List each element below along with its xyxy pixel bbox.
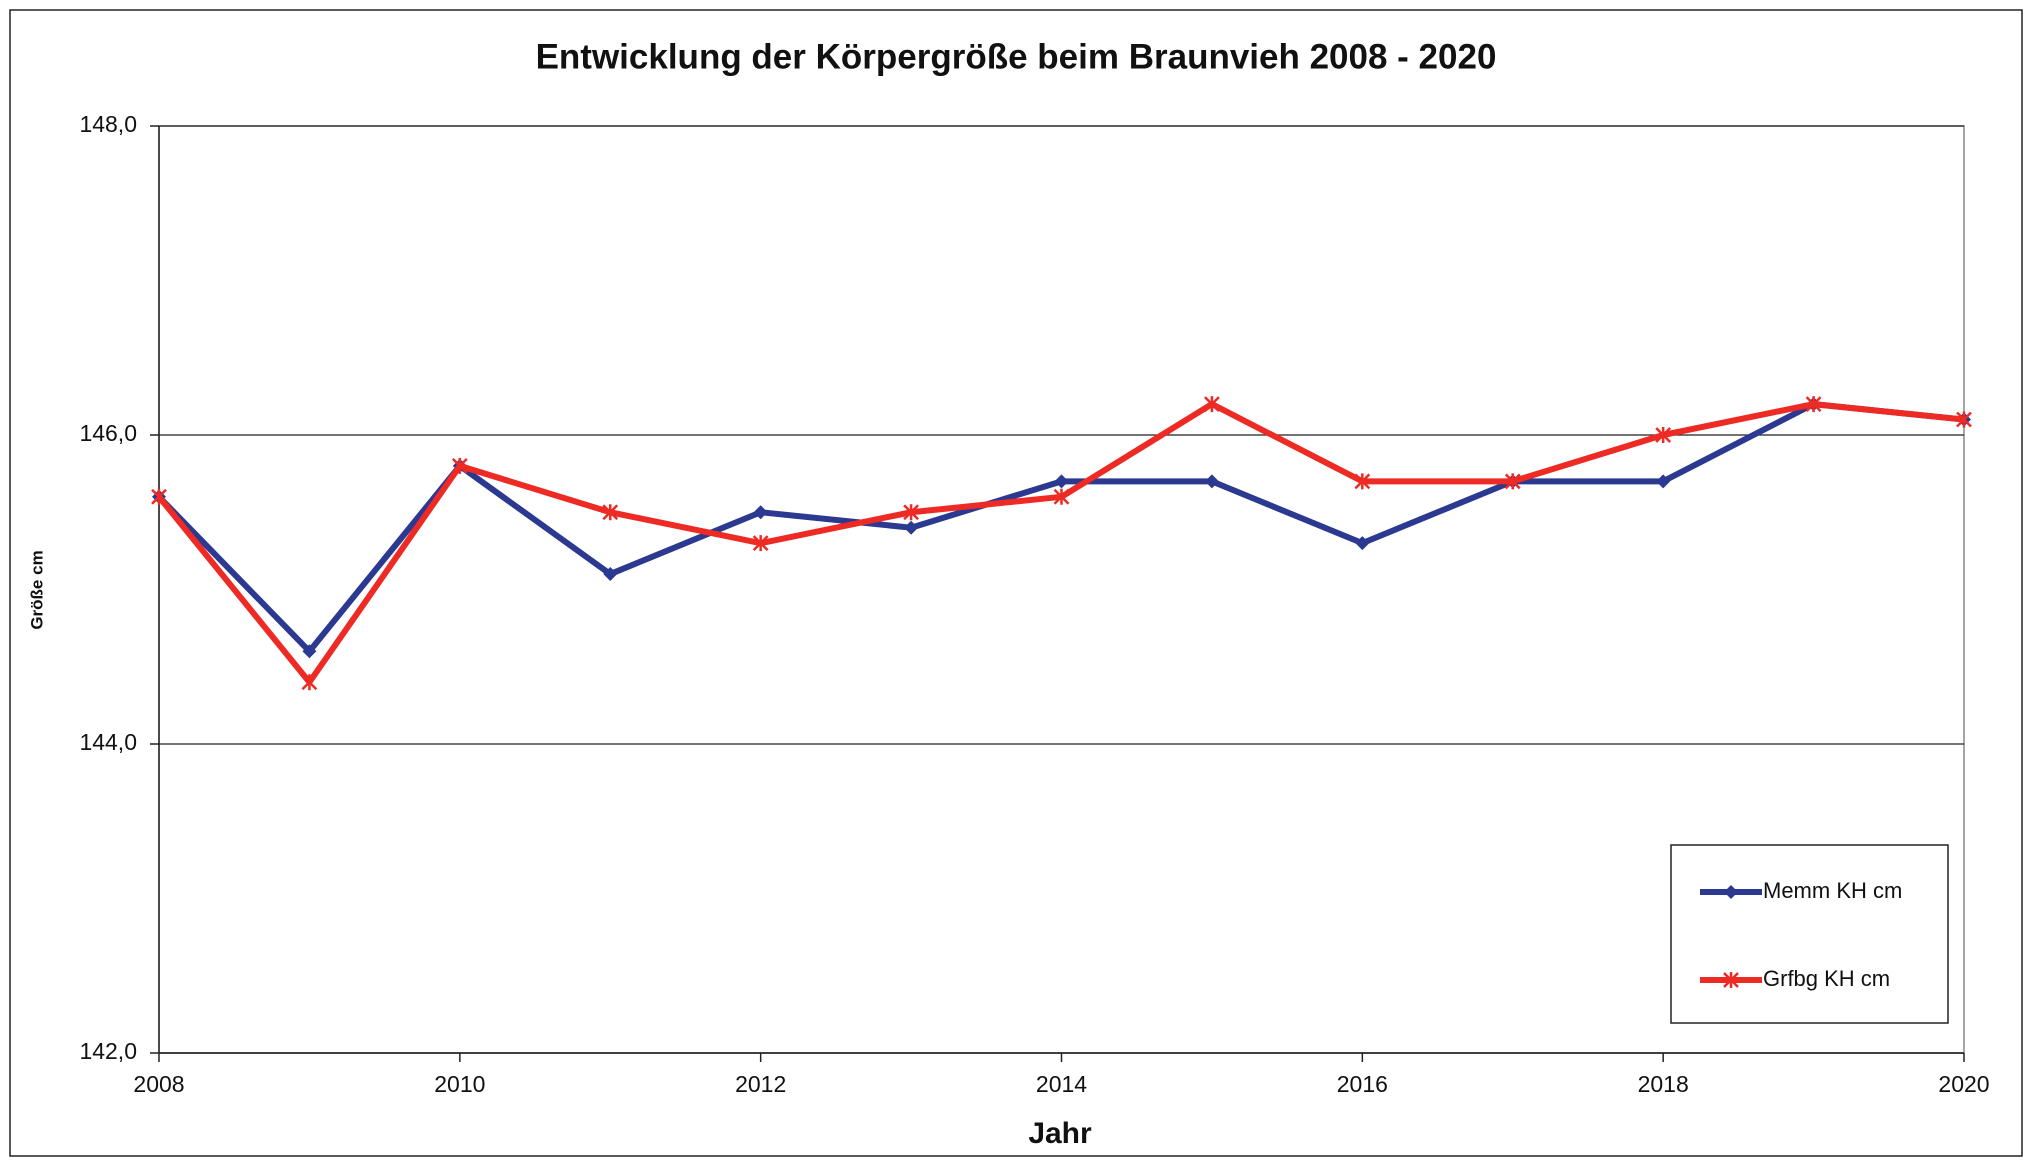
legend: Memm KH cm Grfbg KH cm <box>1670 844 1949 1024</box>
x-tick-label: 2010 <box>434 1071 485 1097</box>
marker <box>1805 396 1822 413</box>
marker <box>302 644 317 659</box>
x-tick-label: 2014 <box>1036 1071 1087 1097</box>
y-tick-label: 146,0 <box>79 420 137 446</box>
x-tick-label: 2008 <box>133 1071 184 1097</box>
marker <box>1956 411 1972 428</box>
marker <box>1054 474 1069 489</box>
y-tick-label: 148,0 <box>79 111 137 137</box>
x-tick-label: 2016 <box>1337 1071 1388 1097</box>
x-tick-label: 2012 <box>735 1071 786 1097</box>
marker <box>301 674 318 691</box>
marker <box>1204 474 1219 489</box>
marker <box>753 505 768 520</box>
marker <box>1204 396 1220 413</box>
x-tick-label: 2020 <box>1938 1071 1989 1097</box>
marker <box>1504 473 1521 490</box>
marker <box>903 504 919 521</box>
y-axis-label: Größe cm <box>27 550 46 629</box>
marker <box>1355 536 1370 551</box>
marker <box>752 535 769 552</box>
x-tick-label: 2018 <box>1638 1071 1689 1097</box>
marker <box>1053 488 1070 505</box>
marker <box>904 520 919 535</box>
legend-box <box>1670 844 1949 1024</box>
x-axis-label: Jahr <box>1028 1117 1092 1150</box>
marker <box>1655 427 1672 443</box>
y-tick-label: 142,0 <box>79 1038 137 1064</box>
chart-title: Entwicklung der Körpergröße beim Braunvi… <box>536 37 1497 76</box>
marker <box>451 457 468 474</box>
marker <box>151 488 167 505</box>
marker <box>1723 972 1739 988</box>
marker <box>602 504 619 521</box>
legend-label: Memm KH cm <box>1763 878 1902 903</box>
marker <box>1656 474 1671 489</box>
marker <box>1724 885 1738 899</box>
legend-label: Grfbg KH cm <box>1763 966 1890 991</box>
y-tick-label: 144,0 <box>79 729 137 755</box>
marker <box>1354 473 1371 490</box>
marker <box>603 567 618 582</box>
